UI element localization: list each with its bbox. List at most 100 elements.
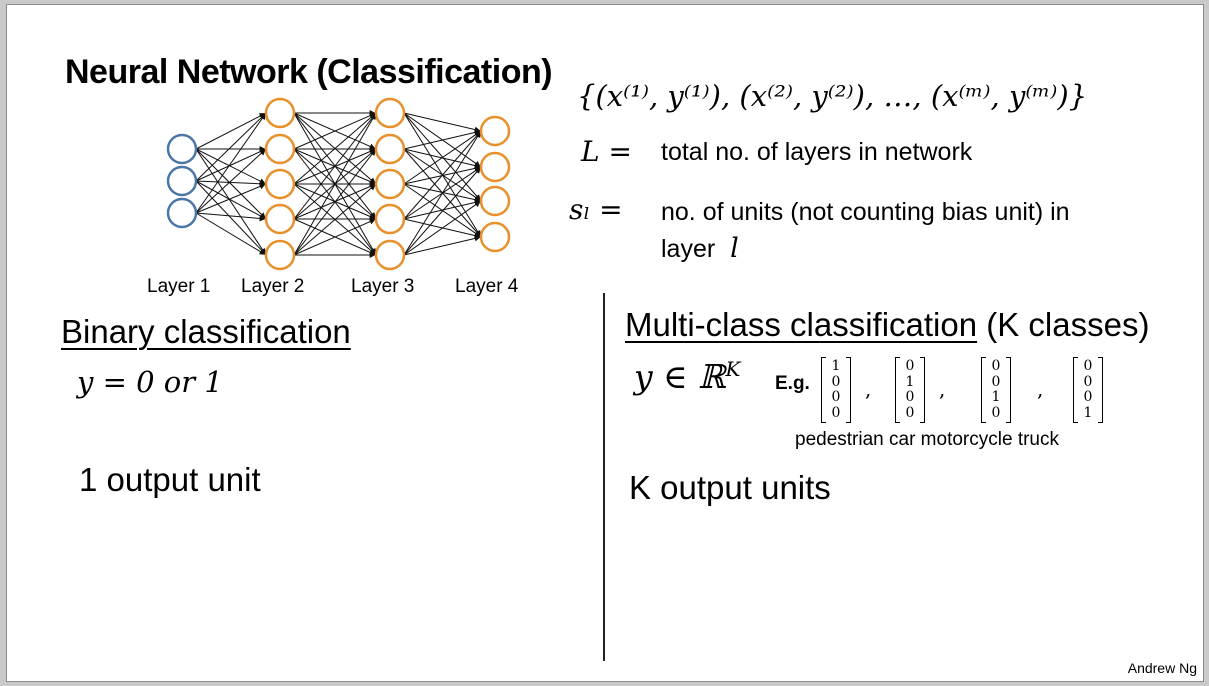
layer-variable: l xyxy=(730,233,739,264)
one-hot-vector-car: 0 1 0 0 xyxy=(895,357,925,423)
vector-separator: , xyxy=(1037,377,1044,401)
s-symbol: sₗ = xyxy=(569,193,623,226)
output-unit xyxy=(479,185,511,217)
network-edge xyxy=(403,112,481,133)
network-edge xyxy=(195,212,266,222)
binary-output-units: 1 output unit xyxy=(79,461,261,498)
layer-4-label: Layer 4 xyxy=(455,276,519,297)
network-edge xyxy=(195,180,266,255)
hidden-unit xyxy=(374,239,406,271)
vector-entry: 0 xyxy=(905,389,915,405)
slide: Neural Network (Classification) Layer 1 … xyxy=(6,4,1204,682)
network-edge xyxy=(403,199,481,220)
input-unit xyxy=(166,197,198,229)
s-definition-line2: layer l xyxy=(661,233,739,264)
network-edge xyxy=(403,129,481,150)
network-edge xyxy=(293,149,376,256)
hidden-unit xyxy=(374,97,406,129)
network-edge xyxy=(403,235,481,256)
layer-1-label: Layer 1 xyxy=(147,276,211,297)
input-unit xyxy=(166,133,198,165)
author-credit: Andrew Ng xyxy=(1127,660,1197,676)
vector-entry: 0 xyxy=(1083,358,1093,374)
hidden-unit xyxy=(374,133,406,165)
vector-entry: 0 xyxy=(831,389,841,405)
network-edge xyxy=(195,183,266,214)
network-edge xyxy=(403,167,481,256)
network-edge xyxy=(293,113,376,256)
network-edge xyxy=(293,113,376,220)
training-set-notation: {(x⁽¹⁾, y⁽¹⁾), (x⁽²⁾, y⁽²⁾), …, (x⁽ᵐ⁾, y… xyxy=(577,79,1088,113)
network-edge xyxy=(293,112,376,150)
vector-entry: 1 xyxy=(1083,404,1093,421)
vector-entry: 1 xyxy=(905,373,915,390)
L-symbol: L = xyxy=(581,135,632,168)
layer-word: layer xyxy=(661,235,716,263)
network-edge xyxy=(195,148,266,182)
network-edge xyxy=(403,201,481,256)
vector-separator: , xyxy=(939,377,946,401)
network-edge xyxy=(293,218,376,256)
network-edge xyxy=(403,131,481,220)
vector-separator: , xyxy=(865,377,872,401)
vector-entry: 0 xyxy=(905,358,915,374)
network-nodes xyxy=(166,97,511,271)
vector-entry: 0 xyxy=(905,404,915,421)
network-edge xyxy=(195,148,266,185)
slide-title: Neural Network (Classification) xyxy=(65,53,553,91)
network-edges xyxy=(195,110,481,258)
multiclass-heading: Multi-class classification (K classes) xyxy=(625,306,1149,344)
network-edge xyxy=(293,113,376,185)
layer-3-label: Layer 3 xyxy=(351,276,415,297)
one-hot-vector-pedestrian: 1 0 0 0 xyxy=(821,357,851,423)
multiclass-heading-main: Multi-class classification xyxy=(625,306,978,343)
vector-entry: 0 xyxy=(831,373,841,390)
hidden-unit xyxy=(264,97,296,129)
eg-label: E.g. xyxy=(775,373,810,394)
network-edge xyxy=(195,148,266,255)
network-edge xyxy=(195,113,266,150)
binary-classification-heading: Binary classification xyxy=(61,313,351,350)
one-hot-vector-truck: 0 0 0 1 xyxy=(1073,357,1103,423)
binary-equation: y = 0 or 1 xyxy=(77,365,223,399)
multiclass-equation: y ∈ ℝK xyxy=(634,357,740,396)
network-edge xyxy=(403,183,481,203)
vector-entry: 0 xyxy=(831,404,841,421)
network-edge xyxy=(403,131,481,256)
network-edge xyxy=(195,113,266,182)
one-hot-vector-motorcycle: 0 0 1 0 xyxy=(981,357,1011,423)
hidden-unit xyxy=(264,203,296,235)
s-definition-line1: no. of units (not counting bias unit) in xyxy=(661,198,1070,226)
vector-entry: 0 xyxy=(991,373,1001,390)
network-edge xyxy=(195,113,266,214)
hidden-unit xyxy=(374,168,406,200)
column-divider xyxy=(603,293,605,661)
layer-2-label: Layer 2 xyxy=(241,276,305,297)
network-edge xyxy=(195,212,266,255)
hidden-unit xyxy=(264,133,296,165)
input-unit xyxy=(166,165,198,197)
network-diagram xyxy=(166,97,511,271)
multiclass-equation-sup: K xyxy=(725,357,741,381)
vector-entry: 0 xyxy=(1083,373,1093,390)
multiclass-output-units: K output units xyxy=(629,469,831,506)
vector-entry: 1 xyxy=(831,358,841,374)
output-unit xyxy=(479,221,511,253)
hidden-unit xyxy=(374,203,406,235)
class-names: pedestrian car motorcycle truck xyxy=(795,429,1059,450)
output-unit xyxy=(479,115,511,147)
network-edge xyxy=(195,180,266,187)
hidden-unit xyxy=(264,168,296,200)
network-edge xyxy=(195,148,266,219)
network-edge xyxy=(195,149,266,214)
multiclass-heading-suffix: (K classes) xyxy=(986,306,1150,343)
vector-entry: 0 xyxy=(1083,389,1093,405)
network-edge xyxy=(195,180,266,219)
multiclass-equation-main: y ∈ ℝ xyxy=(634,357,726,396)
network-edge xyxy=(293,183,376,220)
vector-entry: 0 xyxy=(991,358,1001,374)
L-definition: total no. of layers in network xyxy=(661,138,973,166)
output-unit xyxy=(479,151,511,183)
hidden-unit xyxy=(264,239,296,271)
network-edge xyxy=(403,131,481,185)
